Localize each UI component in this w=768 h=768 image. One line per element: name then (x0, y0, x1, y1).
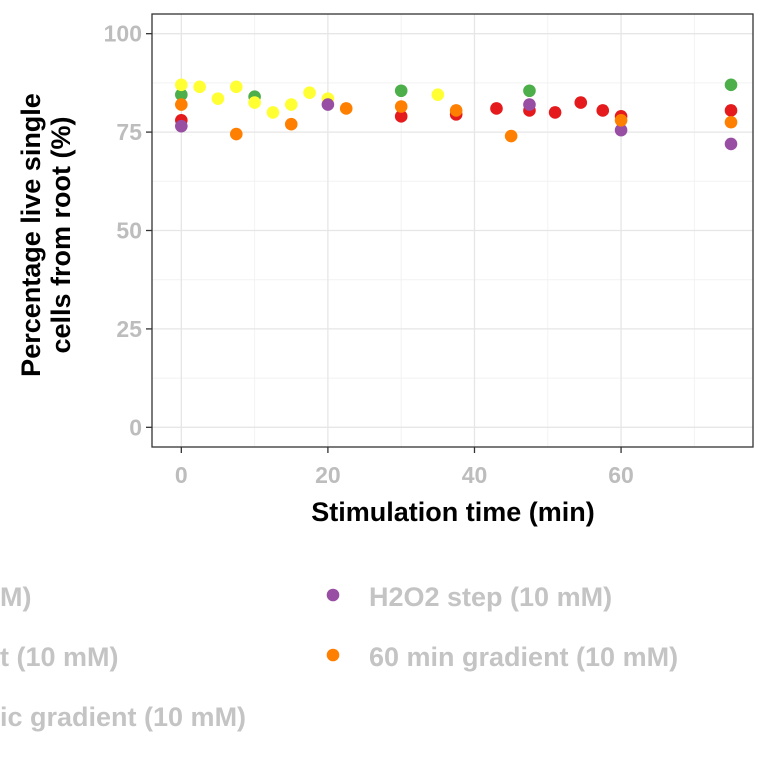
data-point (614, 123, 628, 137)
data-point (284, 98, 298, 111)
data-point (394, 100, 408, 113)
legend-item: t (10 mM) (0, 642, 119, 672)
legend-label: M) (0, 582, 31, 612)
y-axis-title-line-2: cells from root (%) (46, 116, 76, 353)
data-point (490, 102, 503, 115)
y-tick-label: 75 (116, 119, 142, 145)
data-point (394, 110, 408, 123)
legend-item: 60 min gradient (10 mM) (326, 642, 678, 672)
data-point (431, 88, 445, 101)
data-point (523, 84, 536, 98)
legend-item: ic gradient (10 mM) (0, 702, 246, 732)
y-tick-label: 0 (129, 414, 142, 440)
legend-label: 60 min gradient (10 mM) (369, 642, 678, 672)
data-point (724, 78, 738, 92)
legend-marker (326, 588, 340, 602)
data-point (394, 84, 408, 98)
data-point (175, 98, 188, 111)
data-point (211, 92, 225, 105)
legend: M) t (10 mM) ic gradient (10 mM) H2O2 step … (0, 582, 678, 732)
data-point (724, 115, 738, 129)
data-point (548, 106, 562, 119)
x-tick-label: 40 (462, 462, 488, 488)
data-points (175, 78, 738, 151)
data-point (303, 86, 316, 100)
data-point (321, 98, 335, 111)
data-point (175, 119, 188, 133)
data-point (339, 102, 353, 115)
data-point (574, 96, 588, 109)
y-axis-title-line-1: Percentage live single (16, 93, 46, 377)
data-point (449, 104, 463, 117)
data-point (523, 98, 536, 111)
data-point (175, 78, 188, 92)
data-point (193, 80, 206, 94)
data-point (248, 96, 261, 109)
legend-item: M) (0, 582, 31, 612)
data-point (724, 104, 738, 117)
legend-item: H2O2 step (10 mM) (326, 582, 612, 612)
y-tick-label: 50 (116, 218, 142, 244)
data-point (596, 104, 610, 117)
legend-label: ic gradient (10 mM) (0, 702, 246, 732)
data-point (724, 137, 738, 151)
legend-marker (326, 648, 340, 662)
x-tick-label: 0 (175, 462, 188, 488)
y-tick-label: 100 (104, 21, 142, 47)
y-axis-title: Percentage live single cells from root (… (16, 93, 76, 377)
data-point (284, 117, 298, 131)
data-point (229, 127, 243, 141)
x-tick-label: 20 (315, 462, 341, 488)
x-axis-title: Stimulation time (min) (311, 497, 595, 527)
data-point (229, 80, 243, 94)
data-point (614, 113, 628, 127)
y-axis-ticks: 0 25 50 75 100 (104, 21, 152, 440)
data-point (266, 106, 280, 119)
data-point (175, 88, 188, 101)
x-tick-label: 60 (608, 462, 634, 488)
x-axis-ticks: 0 20 40 60 (175, 447, 634, 488)
data-point (504, 129, 518, 143)
legend-label: H2O2 step (10 mM) (369, 582, 612, 612)
legend-label: t (10 mM) (0, 642, 119, 672)
y-tick-label: 25 (116, 316, 142, 342)
